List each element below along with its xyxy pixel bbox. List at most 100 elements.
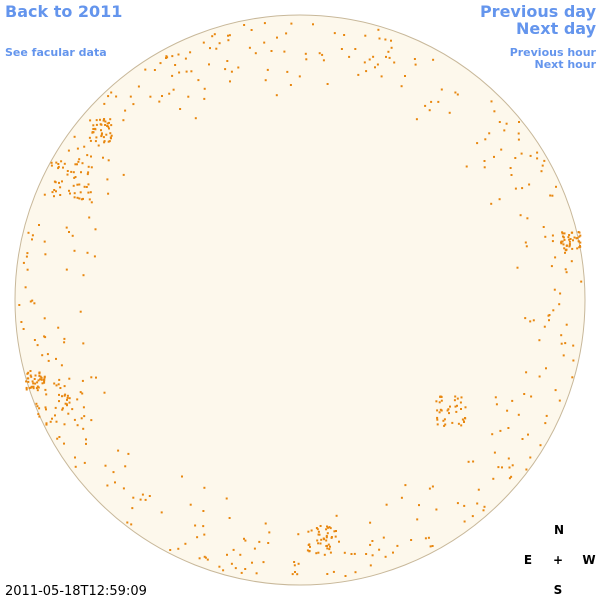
facula [51,417,53,420]
facula [53,195,55,198]
facula [508,477,511,480]
facula [465,165,468,168]
facula [68,231,70,233]
facula [43,240,46,243]
facula [317,533,320,536]
facula [90,419,93,422]
facula [329,527,332,530]
facula [511,464,514,467]
facula [424,537,427,540]
facula [76,424,79,427]
facula [321,53,324,56]
facula [494,396,497,399]
facula [203,87,206,90]
next-day-link[interactable]: Next day [516,19,597,38]
facula [80,198,83,201]
facula [57,167,60,170]
facula [501,466,503,469]
facula [37,386,40,389]
facula [226,553,228,556]
facula [498,121,501,123]
next-hour-link[interactable]: Next hour [535,58,597,71]
facular-link[interactable]: See facular data [5,46,107,59]
facula [542,226,545,228]
facula [104,124,107,126]
facula [57,163,60,165]
facula [78,197,81,200]
facula [323,553,326,556]
facula [572,239,574,242]
facula [521,438,524,440]
facula [378,37,381,40]
facula [227,39,230,42]
facula [68,401,71,404]
facula [316,528,319,531]
facula [432,58,435,61]
facula [378,548,381,551]
facula [66,398,68,401]
facula [536,151,539,154]
facula [431,545,434,547]
facula [449,405,451,408]
previous-hour-link[interactable]: Previous hour [510,46,597,59]
facula [106,484,109,487]
facula [451,421,454,424]
facula [436,423,439,426]
facula [325,528,328,531]
facula [181,475,183,478]
facula [291,573,294,576]
facula [55,357,57,360]
facula [213,33,216,36]
back-link[interactable]: Back to 2011 [5,2,122,21]
facula [283,50,286,53]
facula [329,545,331,548]
facula [114,481,116,484]
facula [161,95,163,97]
facula [493,155,495,158]
facula [22,261,25,264]
facula [95,119,98,122]
facula [168,92,171,95]
facula [104,120,107,123]
facula [66,173,69,176]
facula [107,95,110,98]
facula [571,247,574,250]
facula [263,22,266,25]
facula [560,334,563,337]
facula [439,408,442,411]
facula [73,196,76,199]
facula [572,359,575,362]
facula [46,353,49,356]
facula [510,174,513,176]
facula [560,242,563,245]
facula [108,121,110,124]
previous-day-link[interactable]: Previous day [480,2,597,21]
facula [253,547,256,550]
facula [61,408,64,411]
facula [384,555,387,558]
facula [232,548,235,551]
facula [38,224,40,226]
facula [34,382,37,385]
facula [185,70,188,73]
facula [31,299,34,302]
facula [328,526,331,529]
facula [106,178,109,181]
facula [88,198,91,201]
facula [555,185,557,188]
facula [80,417,83,420]
facula [54,414,56,417]
facula [65,268,68,271]
facula [333,32,336,35]
facula [460,396,463,399]
facula [285,32,288,35]
facula [202,41,205,44]
facula [202,525,205,528]
facula [73,192,76,195]
facula [251,561,253,564]
facula [55,161,58,164]
facula [568,238,571,241]
facula [517,413,520,416]
facula [132,496,135,499]
facula [60,364,63,367]
